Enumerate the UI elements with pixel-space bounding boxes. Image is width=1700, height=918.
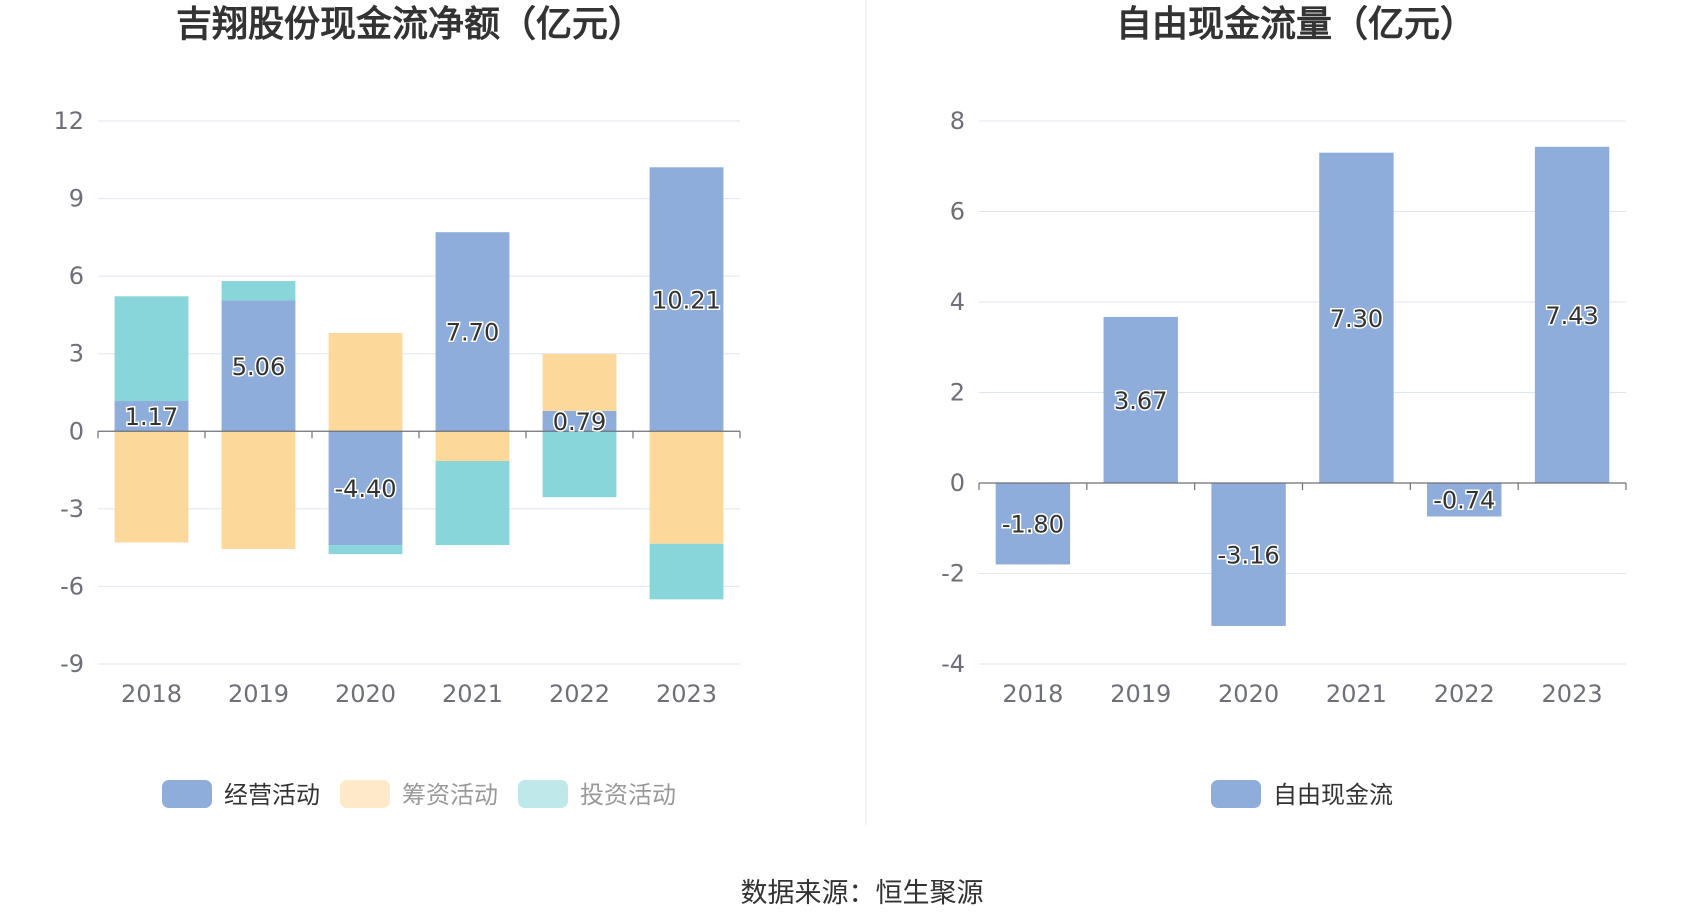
y-tick-label: 0: [69, 417, 84, 445]
bar-经营活动-2023: [649, 167, 724, 432]
y-tick-label: 2: [950, 379, 965, 407]
bar-经营活动-2021: [435, 232, 510, 432]
y-tick-label: 9: [69, 185, 84, 213]
x-tick-label: 2020: [335, 680, 396, 708]
y-tick-label: 3: [69, 340, 84, 368]
x-tick-label: 2022: [549, 680, 610, 708]
y-tick-label: -4: [941, 650, 965, 678]
bar-data-label: -4.40: [334, 475, 396, 503]
data-source-note: 数据来源：恒生聚源: [741, 878, 984, 909]
bar-筹资活动-2023: [649, 431, 724, 544]
x-tick-label: 2019: [228, 680, 289, 708]
y-tick-label: 8: [950, 107, 965, 135]
legend-label: 自由现金流: [1273, 781, 1393, 809]
bar-筹资活动-2021: [435, 431, 510, 462]
bar-投资活动-2018: [114, 296, 189, 402]
x-tick-label: 2018: [121, 680, 182, 708]
bar-data-label: -0.74: [1433, 487, 1495, 515]
bar-筹资活动-2019: [221, 431, 296, 549]
x-tick-label: 2021: [1326, 680, 1387, 708]
bar-data-label: 5.06: [232, 353, 285, 381]
x-tick-label: 2019: [1110, 680, 1171, 708]
bar-自由现金流-2023: [1534, 146, 1610, 484]
y-tick-label: 4: [950, 288, 965, 316]
legend-label: 经营活动: [224, 781, 320, 809]
chart-title: 吉翔股份现金流净额（亿元）: [176, 3, 644, 45]
free-cash-flow-chart: 自由现金流量（亿元） 8 6 4 2 0 -2 -4 -1.80 3.67 -3.16 7.30 -0.…: [941, 3, 1627, 809]
cash-flow-net-chart: 吉翔股份现金流净额（亿元） 12 9 6 3 0 -3 -6 -9 1.17 5.06 -4.40 7.…: [53, 3, 741, 809]
y-tick-label: 6: [69, 262, 84, 290]
legend-item-自由现金流[interactable]: 自由现金流: [1211, 780, 1393, 809]
bar-data-label: 7.30: [1330, 305, 1383, 333]
bar-data-label: -3.16: [1218, 541, 1280, 569]
legend-swatch: [340, 780, 390, 808]
bar-经营活动-2022: [542, 410, 617, 432]
bar-data-label: -1.80: [1002, 511, 1064, 539]
bar-自由现金流-2022: [1427, 483, 1502, 517]
legend-item-投资活动[interactable]: 投资活动: [518, 780, 676, 809]
bar-投资活动-2023: [649, 543, 724, 600]
x-tick-label: 2023: [656, 680, 717, 708]
chart-title: 自由现金流量（亿元）: [1116, 3, 1476, 45]
x-tick-label: 2022: [1434, 680, 1495, 708]
legend-item-筹资活动[interactable]: 筹资活动: [340, 780, 498, 809]
bar-投资活动-2020: [328, 545, 403, 555]
y-tick-label: 0: [950, 469, 965, 497]
legend-label: 投资活动: [580, 781, 676, 809]
legend-item-经营活动[interactable]: 经营活动: [162, 780, 320, 809]
x-tick-label: 2018: [1002, 680, 1063, 708]
bar-自由现金流-2021: [1319, 152, 1394, 484]
legend-swatch: [518, 780, 568, 808]
bar-筹资活动-2022: [542, 353, 617, 411]
legend-swatch: [162, 780, 212, 808]
legend-swatch: [1211, 780, 1261, 808]
bar-data-label: 7.43: [1545, 302, 1598, 330]
bar-筹资活动-2018: [114, 431, 189, 543]
y-tick-label: 12: [53, 107, 84, 135]
y-tick-label: -2: [941, 560, 965, 588]
y-tick-label: -9: [60, 650, 84, 678]
bar-筹资活动-2020: [328, 333, 403, 432]
bar-data-label: 1.17: [125, 403, 178, 431]
bar-投资活动-2022: [542, 431, 617, 498]
legend-label: 筹资活动: [402, 781, 498, 809]
x-tick-label: 2020: [1218, 680, 1279, 708]
bar-data-label: 10.21: [652, 286, 721, 314]
x-tick-label: 2021: [442, 680, 503, 708]
bar-自由现金流-2018: [995, 483, 1071, 565]
y-tick-label: -3: [60, 495, 84, 523]
bar-data-label: 3.67: [1114, 387, 1167, 415]
bar-投资活动-2019: [221, 281, 296, 301]
bar-经营活动-2020: [328, 431, 403, 546]
y-tick-label: -6: [60, 572, 84, 600]
bar-自由现金流-2020: [1211, 483, 1286, 626]
bar-自由现金流-2019: [1103, 316, 1178, 483]
x-tick-label: 2023: [1542, 680, 1603, 708]
bar-data-label: 7.70: [446, 319, 499, 347]
bar-经营活动-2019: [221, 300, 296, 432]
bar-data-label: 0.79: [553, 408, 606, 436]
bar-投资活动-2021: [435, 461, 510, 546]
y-tick-label: 6: [950, 198, 965, 226]
bar-经营活动-2018: [114, 401, 189, 432]
